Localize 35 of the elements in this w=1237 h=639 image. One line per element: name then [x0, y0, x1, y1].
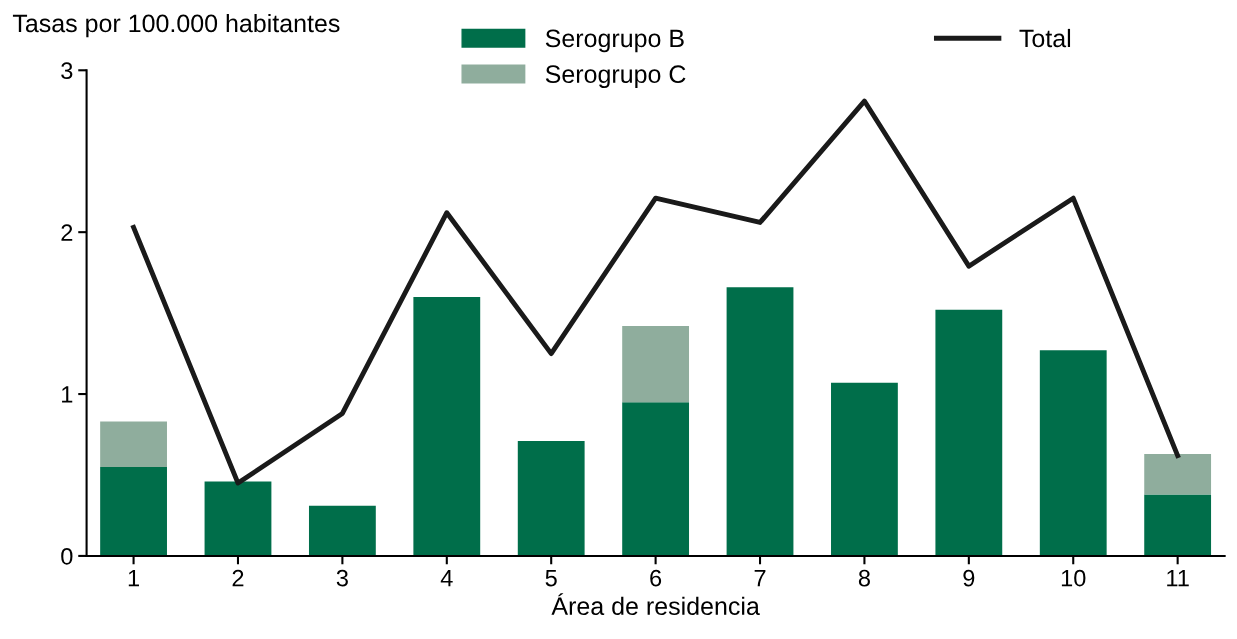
bar [1039, 350, 1107, 556]
bar [100, 421, 167, 467]
y-tick-label: 0 [61, 548, 73, 565]
legend-label: Serogrupo C [545, 65, 686, 88]
x-tick-label: 2 [232, 569, 244, 587]
x-tick-label: 10 [1061, 569, 1086, 587]
x-tick-label: 1 [128, 569, 139, 587]
bar [413, 296, 481, 556]
legend-label: Total [1019, 28, 1071, 48]
bar [831, 382, 898, 556]
bar [100, 466, 167, 556]
bar [622, 402, 690, 556]
legend-label: Serogrupo B [545, 29, 684, 53]
y-axis-title: Tasas por 100.000 habitantes [12, 13, 340, 38]
y-tick-label: 1 [62, 386, 73, 403]
x-tick-label: 8 [858, 569, 870, 587]
x-tick-label: 11 [1167, 569, 1189, 587]
x-tick-label: 9 [963, 569, 975, 587]
line-series [131, 98, 1181, 486]
bar [308, 505, 376, 556]
x-tick-label: 7 [754, 569, 766, 587]
y-tick-label: 2 [61, 224, 73, 241]
x-tick-label: 5 [545, 569, 557, 587]
bar [204, 481, 272, 556]
x-axis-title: Área de residencia [551, 593, 760, 616]
x-tick-label: 3 [336, 569, 348, 587]
bar [517, 441, 585, 556]
bar [1144, 453, 1212, 495]
y-tick-label: 3 [61, 62, 73, 80]
bar [726, 287, 794, 556]
bar [622, 326, 690, 403]
bar [1144, 494, 1212, 556]
bar [935, 309, 1003, 556]
x-tick-label: 4 [440, 569, 453, 587]
x-tick-label: 6 [650, 569, 662, 587]
